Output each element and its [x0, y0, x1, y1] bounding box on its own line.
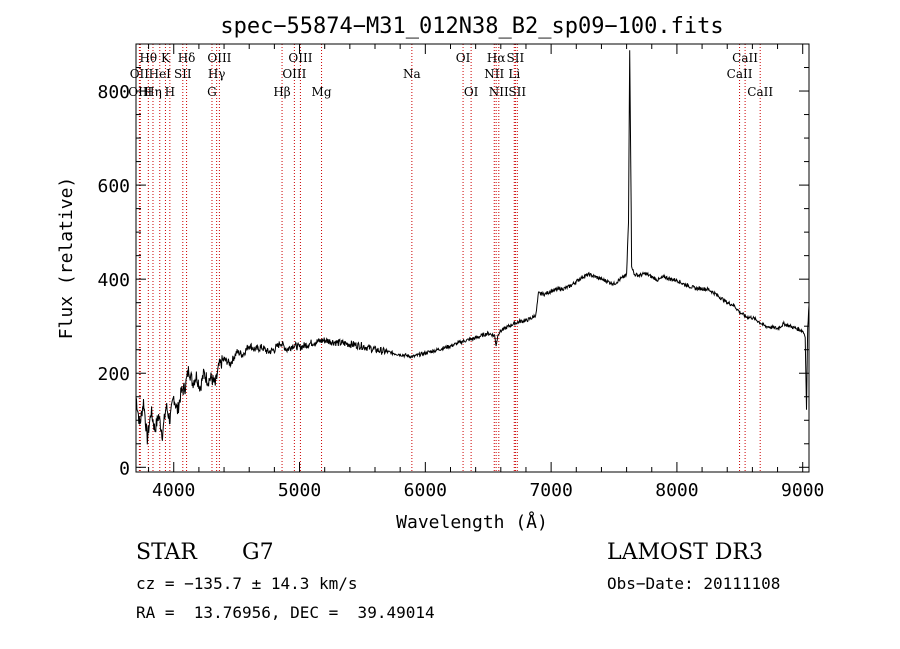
line-label-14: Hβ	[273, 85, 290, 99]
line-label-5: HeI	[149, 67, 172, 81]
line-label-18: OI	[464, 85, 479, 99]
line-label-7: Hδ	[178, 51, 196, 65]
x-tick-label: 4000	[152, 480, 195, 501]
plot-frame	[135, 43, 810, 473]
line-label-17: OI	[456, 51, 471, 65]
line-label-15: Mg	[312, 85, 332, 99]
line-label-26: CaII	[727, 67, 753, 81]
line-label-0: Hθ	[139, 51, 157, 65]
observation-date: Obs−Date: 20111108	[607, 574, 781, 593]
redshift-readout: cz = −135.7 ± 14.3 km/s	[136, 574, 358, 593]
chart-title: spec−55874−M31_012N38_B2_sp09−100.fits	[220, 14, 723, 39]
line-label-12: OIII	[288, 51, 312, 65]
x-axis-label: Wavelength (Å)	[396, 511, 548, 533]
line-label-13: OIII	[282, 67, 306, 81]
y-tick-label: 0	[119, 458, 130, 479]
line-label-10: Hγ	[208, 67, 226, 81]
coordinates-readout: RA = 13.76956, DEC = 39.49014	[136, 603, 435, 622]
line-label-22: Li	[508, 67, 520, 81]
line-label-27: CaII	[747, 85, 773, 99]
line-label-25: CaII	[732, 51, 758, 65]
x-tick-label: 6000	[404, 480, 447, 501]
line-label-9: OIII	[207, 51, 231, 65]
spectrum-line	[135, 50, 810, 445]
object-class: STAR	[136, 540, 197, 565]
line-label-24: SII	[508, 85, 526, 99]
y-tick-label: 200	[97, 364, 130, 385]
line-label-4: K	[161, 51, 171, 65]
x-axis: 4000 5000 6000 7000 8000 9000	[148, 44, 824, 501]
line-label-23: NII	[489, 85, 509, 99]
line-label-6: H	[165, 85, 175, 99]
line-label-1: OII	[130, 67, 150, 81]
y-tick-label: 600	[97, 176, 130, 197]
line-label-11: G	[207, 85, 217, 99]
y-tick-label: 800	[97, 82, 130, 103]
spectral-line-markers	[138, 44, 761, 472]
line-label-3: Hη	[144, 85, 162, 99]
x-tick-label: 8000	[655, 480, 698, 501]
line-label-16: Na	[403, 67, 421, 81]
object-subclass: G7	[242, 540, 274, 565]
x-tick-label: 5000	[278, 480, 321, 501]
line-label-20: SII	[507, 51, 525, 65]
survey-name: LAMOST DR3	[607, 540, 763, 565]
line-label-8: SII	[174, 67, 192, 81]
x-tick-label: 7000	[529, 480, 572, 501]
line-label-2: OIII	[128, 85, 152, 99]
y-axis: 0 200 400 600 800	[97, 43, 809, 479]
y-tick-label: 400	[97, 270, 130, 291]
line-label-21: NII	[484, 67, 504, 81]
y-axis-label: Flux (relative)	[56, 177, 77, 340]
line-label-19: Hα	[487, 51, 506, 65]
x-tick-label: 9000	[781, 480, 824, 501]
